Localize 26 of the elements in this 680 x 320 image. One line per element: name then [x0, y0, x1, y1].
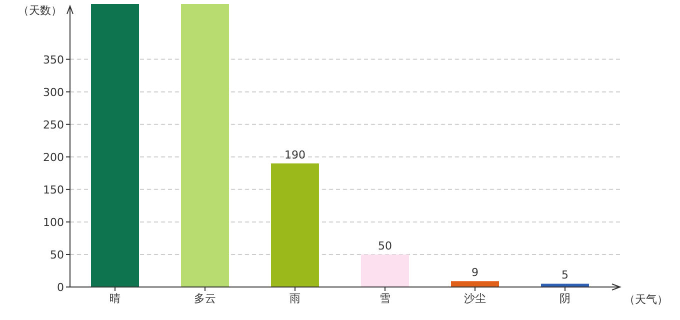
bar	[361, 254, 409, 287]
y-tick-label: 350	[43, 53, 64, 66]
data-label: 190	[284, 148, 306, 162]
y-tick-label: 100	[43, 216, 64, 229]
x-tick-label: 沙尘	[464, 292, 486, 305]
y-tick-label: 300	[43, 86, 64, 99]
y-tick-label: 150	[43, 183, 64, 196]
bar	[541, 284, 589, 287]
bar	[451, 281, 499, 287]
x-tick-label: 雨	[290, 292, 300, 305]
data-label: 5	[562, 268, 568, 282]
data-label: 9	[472, 266, 478, 280]
y-tick-label: 50	[50, 248, 64, 262]
y-axis-title: （天数）	[18, 4, 62, 17]
bar	[271, 163, 319, 287]
x-tick-label: 阴	[560, 292, 570, 305]
bar	[181, 4, 229, 287]
x-axis-title: （天气）	[624, 293, 668, 306]
y-tick-label: 250	[43, 118, 64, 132]
y-tick-label: 0	[57, 281, 64, 294]
x-tick-label: 雪	[380, 292, 390, 305]
x-tick-label: 晴	[110, 292, 120, 305]
y-tick-label: 200	[43, 150, 64, 164]
x-tick-label: 多云	[194, 292, 216, 305]
bar	[91, 4, 139, 287]
data-label: 50	[378, 239, 392, 252]
